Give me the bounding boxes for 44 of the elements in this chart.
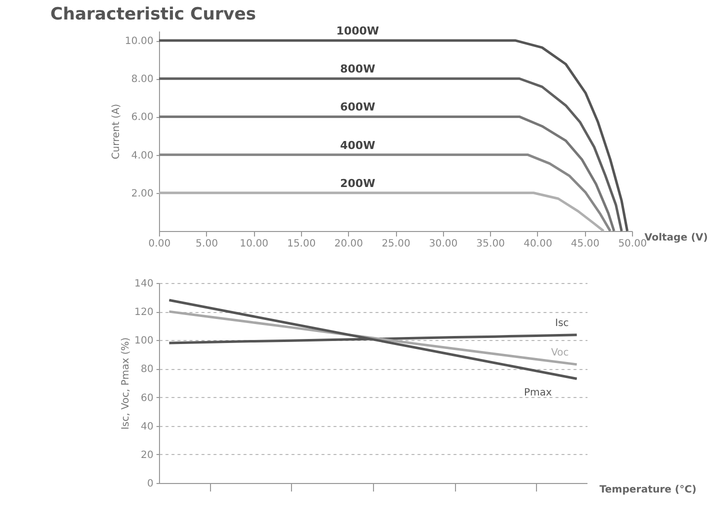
series-label: Voc [551,347,569,358]
series-label: Isc [555,318,569,329]
x-tick-label: 20.00 [334,238,364,250]
x-tick-label: 0.00 [148,238,171,250]
y-tick-label: 2.00 [131,188,154,200]
series-label: 1000W [336,24,380,38]
x-axis-title: Temperature (°C) [600,484,696,496]
x-axis-title: Voltage (V) [644,232,708,244]
y-tick-label: 100 [134,336,154,347]
y-axis-title: Isc, Voc, Pmax (%) [120,337,132,430]
y-tick-label: 120 [134,307,154,318]
y-tick-label: 140 [134,278,154,290]
y-tick-label: 80 [140,364,154,376]
series-label: Pmax [524,388,552,399]
x-tick-label: 35.00 [476,238,505,250]
x-tick-label: 30.00 [428,238,458,250]
line-series [158,154,612,232]
y-tick-label: 6.00 [131,112,154,124]
x-tick-label: 15.00 [287,238,316,250]
y-tick-label: 8.00 [131,74,154,86]
y-tick-label: 0 [147,478,154,490]
line-series [168,298,578,380]
x-tick-label: 50.00 [618,238,647,250]
series-label: 200W [340,176,376,190]
line-series [158,39,629,232]
series-label: 400W [340,138,376,152]
line-series [168,310,578,366]
line-series [158,77,623,232]
x-tick-label: 40.00 [524,238,552,250]
series-label: 600W [340,100,376,114]
x-tick-label: 25.00 [382,238,410,250]
y-tick-label: 60 [140,392,154,404]
line-series [158,192,605,232]
x-tick-label: 45.00 [570,238,600,250]
line-series [158,115,616,232]
y-tick-label: 10.00 [124,36,154,48]
x-tick-label: 10.00 [240,238,268,250]
y-tick-label: 40 [140,421,154,432]
x-tick-label: 5.00 [196,238,218,250]
chart-title: Characteristic Curves [50,4,256,25]
y-tick-label: 20 [140,450,154,461]
y-tick-label: 4.00 [131,150,154,162]
y-axis-title: Current (A) [110,104,122,160]
series-label: 800W [340,62,376,76]
